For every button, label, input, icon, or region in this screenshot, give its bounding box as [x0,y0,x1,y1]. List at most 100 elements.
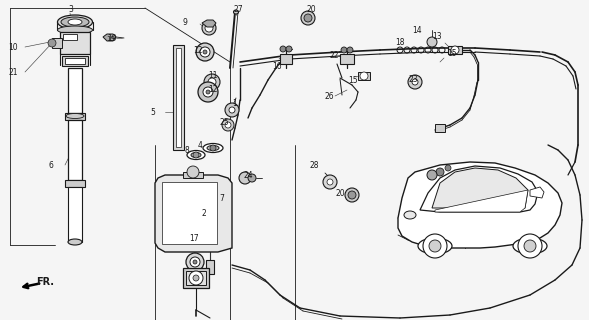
Text: 11: 11 [208,70,217,79]
Text: 5: 5 [150,108,155,116]
Text: 1: 1 [232,99,237,108]
Circle shape [429,240,441,252]
Circle shape [347,47,353,53]
Text: 12: 12 [208,84,217,93]
Circle shape [427,37,437,47]
Polygon shape [202,20,216,27]
Text: 25: 25 [220,117,230,126]
Text: 17: 17 [189,234,198,243]
Circle shape [203,87,213,97]
Circle shape [341,47,347,53]
Polygon shape [530,187,544,198]
Circle shape [187,166,199,178]
Text: 16: 16 [272,61,282,70]
Text: 15: 15 [447,49,456,58]
Circle shape [412,79,418,85]
Bar [68,187,82,242]
Circle shape [229,107,235,113]
Circle shape [208,78,216,86]
Text: 13: 13 [432,31,442,41]
Text: 26: 26 [325,92,335,100]
Circle shape [186,253,204,271]
Circle shape [436,168,444,176]
Circle shape [202,21,216,35]
Circle shape [206,90,210,94]
Text: 2: 2 [202,209,207,218]
Circle shape [239,172,251,184]
Circle shape [427,170,437,180]
Bar [176,48,181,147]
Circle shape [286,46,292,52]
Bar [68,120,82,180]
Circle shape [323,175,337,189]
Ellipse shape [203,143,223,153]
Bar [340,54,354,64]
Circle shape [48,39,56,47]
Text: 28: 28 [310,161,319,170]
Ellipse shape [404,211,416,219]
Text: 6: 6 [48,161,53,170]
Text: 20: 20 [307,4,317,13]
Circle shape [225,103,239,117]
Circle shape [189,271,203,285]
Circle shape [225,122,231,128]
Circle shape [193,260,197,264]
Bar [65,113,85,120]
Circle shape [196,43,214,61]
Polygon shape [435,190,528,212]
Ellipse shape [207,146,219,150]
Circle shape [304,14,312,22]
Circle shape [518,234,542,258]
Circle shape [280,46,286,52]
Circle shape [327,179,333,185]
Bar [183,172,203,178]
Polygon shape [420,166,538,212]
Circle shape [222,119,234,131]
Text: 21: 21 [8,68,18,76]
Circle shape [203,50,207,54]
Bar [65,58,85,64]
Circle shape [193,152,199,158]
Circle shape [524,240,536,252]
Text: 20: 20 [336,188,346,197]
Bar [435,124,445,132]
Ellipse shape [58,26,92,34]
Circle shape [301,11,315,25]
Circle shape [348,191,356,199]
Text: 3: 3 [68,4,73,13]
Text: 19: 19 [106,36,115,42]
Text: 7: 7 [219,194,224,203]
Bar [183,268,209,288]
Text: 14: 14 [412,26,422,35]
Circle shape [205,24,213,32]
Bar [206,260,214,274]
Ellipse shape [68,239,82,245]
Circle shape [190,257,200,267]
Polygon shape [398,162,562,248]
Text: 27: 27 [234,4,244,13]
Ellipse shape [187,150,205,159]
Text: 19: 19 [107,34,117,43]
Bar [448,46,462,54]
Text: 8: 8 [185,146,190,155]
Circle shape [451,46,459,54]
Polygon shape [155,175,232,252]
Text: 12: 12 [193,45,203,54]
Polygon shape [103,34,116,41]
Circle shape [360,72,368,80]
Bar [173,45,184,150]
Ellipse shape [418,238,452,254]
Text: 23: 23 [409,75,419,84]
Circle shape [445,165,451,171]
Bar [280,54,292,64]
Bar [358,72,370,80]
Ellipse shape [66,114,84,118]
Circle shape [248,174,256,182]
Text: 22: 22 [330,51,339,60]
Ellipse shape [58,15,92,29]
Ellipse shape [233,10,239,14]
Bar [60,32,90,54]
Circle shape [210,145,216,151]
Text: 15: 15 [348,76,358,84]
Bar [68,68,82,113]
